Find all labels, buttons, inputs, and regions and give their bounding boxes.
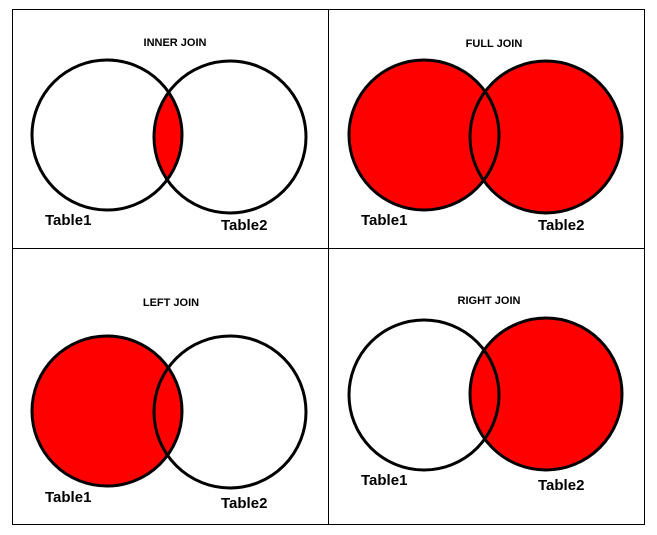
left-circle [349,60,499,210]
right-circle [470,318,622,470]
right-circle-outline [468,316,624,472]
left-table-label: Table1 [361,212,407,229]
left-circle-outline [30,58,184,212]
panel-full-join: FULL JOIN Table1 Table2 [347,38,624,234]
left-table-label: Table1 [45,489,91,506]
panel-title: RIGHT JOIN [458,295,521,307]
panel-left-join: LEFT JOIN Table1 Table2 [30,297,308,512]
right-circle [470,61,622,213]
left-table-label: Table1 [361,472,407,489]
right-table-label: Table2 [221,217,267,234]
right-circle-outline [152,59,308,215]
right-table-label: Table2 [538,477,584,494]
panel-title: INNER JOIN [144,37,207,49]
left-circle-outline [30,334,184,488]
right-circle-outline [468,59,624,215]
right-table-label: Table2 [221,495,267,512]
right-circle [154,61,306,213]
right-circle-outline [152,334,308,490]
panel-title: FULL JOIN [466,38,523,50]
right-table-label: Table2 [538,217,584,234]
left-circle-outline [347,318,501,472]
right-circle [154,336,306,488]
left-circle [349,320,499,470]
panel-title: LEFT JOIN [143,297,199,309]
panel-inner-join: INNER JOIN Table1 Table2 [30,37,308,234]
left-circle [32,60,182,210]
panel-right-join: RIGHT JOIN Table1 Table2 [347,295,624,494]
left-circle [32,336,182,486]
left-table-label: Table1 [45,212,91,229]
left-circle-outline [347,58,501,212]
